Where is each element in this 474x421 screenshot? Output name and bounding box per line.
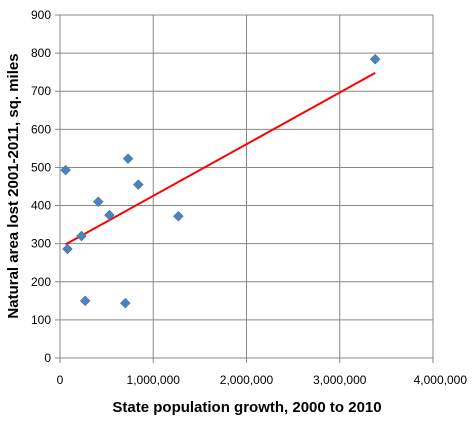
y-tick-label: 700 [31,84,51,98]
x-tick-label: 2,000,000 [220,373,274,387]
data-point [92,196,104,208]
data-point [76,230,87,242]
y-tick-label: 200 [31,275,51,289]
gridlines [55,14,434,363]
x-tick-label: 3,000,000 [313,373,367,387]
y-tick-label: 400 [31,199,51,213]
data-point [79,295,91,307]
y-tick-label: 600 [31,122,51,136]
trendline [65,72,376,246]
y-tick-label: 900 [31,8,51,22]
data-point [132,179,144,190]
y-tick-label: 100 [31,313,51,327]
data-point [119,297,131,309]
y-axis-title: Natural area lost 2001-2011, sq. miles [5,53,22,318]
y-tick-label: 800 [31,46,51,60]
data-point [369,53,381,65]
y-tick-label: 300 [31,237,51,251]
data-point [60,164,71,176]
data-point [173,210,184,222]
y-tick-label: 0 [44,351,51,365]
x-tick-label: 4,000,000 [414,373,468,387]
data-points [60,53,381,309]
x-axis-title: State population growth, 2000 to 2010 [112,399,381,416]
y-tick-label: 500 [31,160,51,174]
data-point [122,153,134,165]
x-tick-labels: 0 1,000,000 2,000,000 3,000,000 4,000,000 [57,373,468,387]
data-point [62,243,73,255]
y-tick-labels: 0 100 200 300 400 500 600 700 800 900 [31,8,51,365]
trendline-layer [65,72,376,246]
x-tick-label: 0 [57,373,64,387]
x-tick-label: 1,000,000 [127,373,181,387]
data-point [104,209,115,221]
